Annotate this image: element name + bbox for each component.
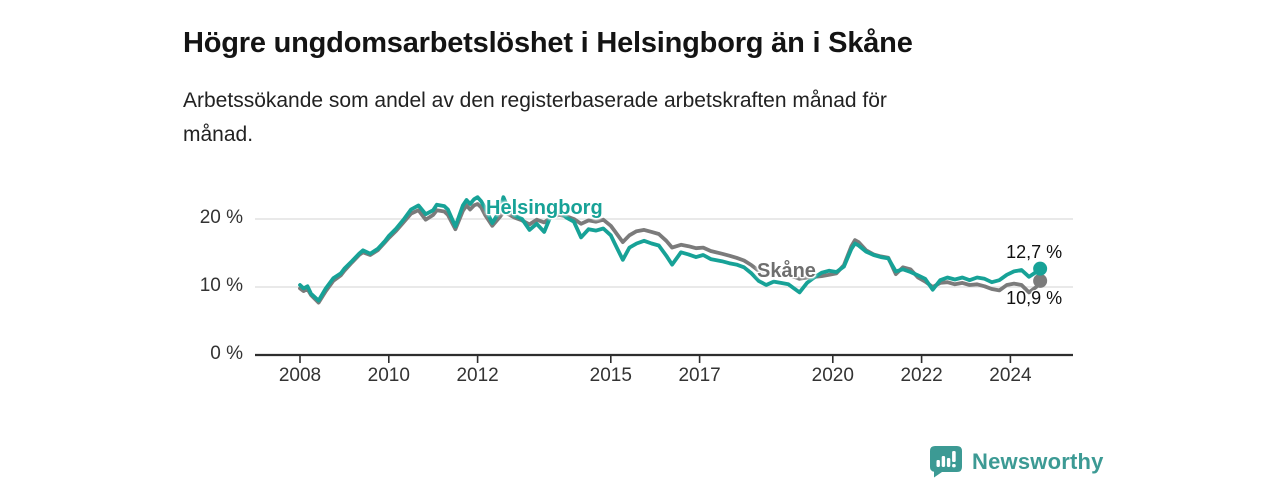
- x-tick-label: 2012: [456, 365, 499, 386]
- chart-subtitle: Arbetssökande som andel av den registerb…: [183, 84, 887, 152]
- end-value-label-skåne: 10,9 %: [1006, 287, 1063, 308]
- x-tick-label: 2020: [811, 365, 854, 386]
- end-value-label-helsingborg: 12,7 %: [1006, 241, 1063, 262]
- end-dot-helsingborg: [1033, 261, 1048, 276]
- series-label-skåne: Skåne: [757, 260, 816, 282]
- x-tick-label: 2024: [989, 365, 1032, 386]
- y-tick-label: 0 %: [210, 343, 243, 364]
- x-tick-label: 2017: [678, 365, 721, 386]
- brand-footer: Newsworthy: [929, 445, 1104, 478]
- brand-name: Newsworthy: [972, 448, 1104, 474]
- series-line-helsingborg: [298, 195, 1042, 303]
- y-tick-label: 20 %: [199, 207, 243, 228]
- chart-title: Högre ungdomsarbetslöshet i Helsingborg …: [183, 27, 913, 60]
- series-label-helsingborg: Helsingborg: [486, 197, 603, 219]
- x-tick-label: 2022: [900, 365, 943, 386]
- y-tick-label: 10 %: [199, 275, 243, 296]
- chart-subtitle-line-1: Arbetssökande som andel av den registerb…: [183, 89, 887, 112]
- end-dot-skåne: [1033, 273, 1048, 288]
- x-tick-label: 2010: [367, 365, 410, 386]
- x-tick-label: 2008: [278, 365, 322, 386]
- x-tick-label: 2015: [589, 365, 632, 386]
- chart-subtitle-line-2: månad.: [183, 123, 254, 146]
- newsworthy-logo-icon: [930, 446, 962, 478]
- series-line-skåne: [298, 202, 1042, 305]
